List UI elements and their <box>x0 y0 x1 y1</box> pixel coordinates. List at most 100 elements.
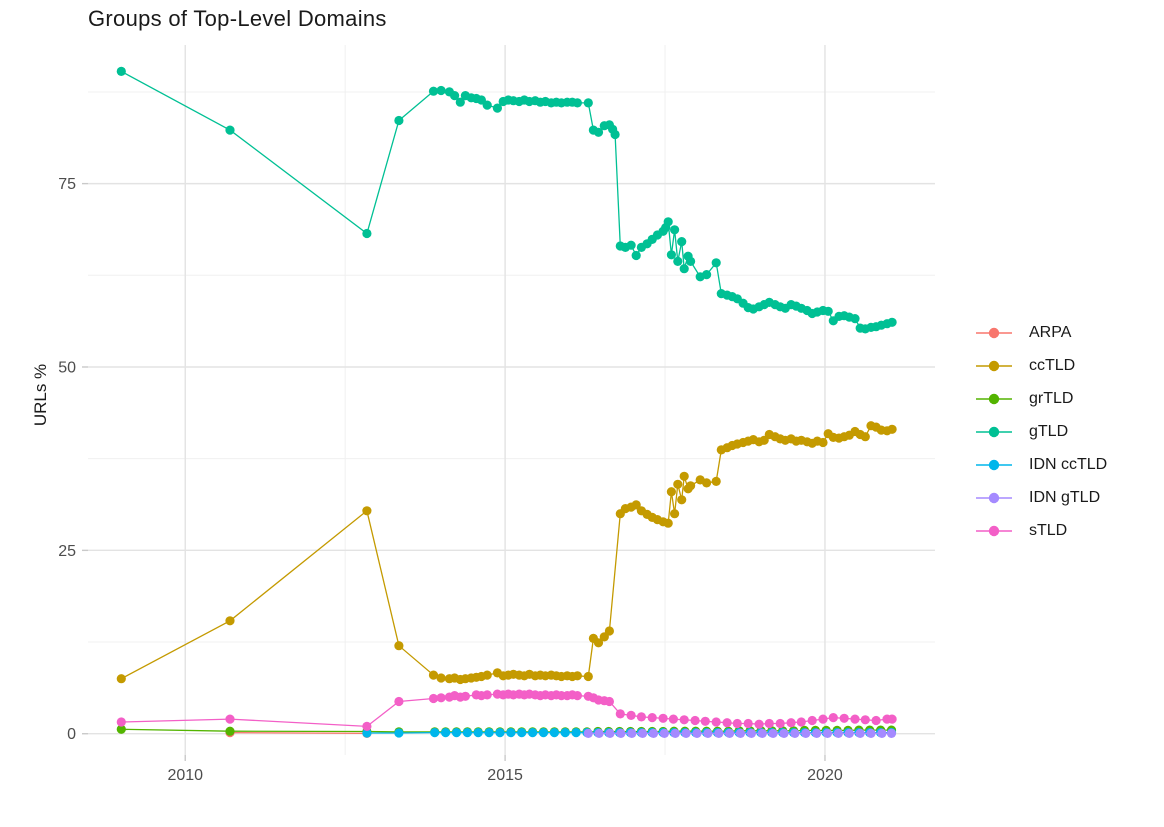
data-point-cctld <box>428 670 439 680</box>
data-point-idn-cctld <box>571 728 581 738</box>
data-point-gtld <box>887 317 897 327</box>
data-point-idn-gtld <box>714 728 724 739</box>
y-tick-label: 25 <box>58 543 76 560</box>
legend-label: ccTLD <box>1029 356 1076 374</box>
data-point-gtld <box>394 115 404 126</box>
data-point-gtld <box>492 103 502 113</box>
data-point-stld <box>743 718 753 729</box>
legend-key-icon <box>976 393 1012 404</box>
data-point-stld <box>764 718 774 729</box>
legend-key-dot <box>988 525 1000 536</box>
data-point-cctld <box>116 674 126 684</box>
legend-label: grTLD <box>1029 389 1074 407</box>
data-point-gtld <box>455 97 465 107</box>
x-tick-label: 2015 <box>487 767 523 784</box>
data-point-idn-cctld <box>394 728 404 738</box>
data-point-cctld <box>583 671 593 682</box>
data-point-gtld <box>482 100 492 110</box>
data-point-idn-cctld <box>528 728 538 738</box>
data-point-stld <box>860 715 870 725</box>
data-point-idn-gtld <box>616 728 626 739</box>
data-point-idn-cctld <box>362 728 372 738</box>
series-line-arpa <box>229 731 367 735</box>
data-point-gtld <box>670 225 680 235</box>
data-point-stld <box>636 712 647 722</box>
data-point-stld <box>225 714 235 724</box>
data-point-cctld <box>818 437 828 448</box>
data-point-grtld <box>116 724 126 734</box>
legend-item-stld: sTLD <box>975 514 1107 547</box>
legend-item-gtld: gTLD <box>975 415 1107 448</box>
data-point-cctld <box>482 670 492 680</box>
data-point-stld <box>615 709 625 719</box>
data-point-gtld <box>686 256 696 266</box>
data-point-idn-cctld <box>462 728 472 738</box>
data-point-stld <box>818 714 828 724</box>
data-point-stld <box>700 716 710 726</box>
data-point-stld <box>626 710 636 721</box>
data-point-stld <box>786 718 796 728</box>
data-point-cctld <box>860 432 870 442</box>
x-tick-label: 2010 <box>167 767 203 784</box>
data-point-idn-cctld <box>517 728 527 738</box>
data-point-stld <box>428 693 439 704</box>
data-point-idn-gtld <box>648 728 659 739</box>
data-point-idn-gtld <box>725 728 735 739</box>
data-point-gtld <box>631 250 641 261</box>
data-point-cctld <box>663 518 673 528</box>
data-point-cctld <box>362 506 372 516</box>
data-point-idn-gtld <box>855 728 865 739</box>
data-point-stld <box>436 693 446 703</box>
data-point-stld <box>754 719 764 729</box>
data-point-cctld <box>604 626 615 636</box>
data-point-idn-gtld <box>605 728 615 739</box>
data-point-cctld <box>679 471 689 481</box>
data-point-cctld <box>436 673 446 683</box>
data-point-idn-cctld <box>495 728 505 738</box>
data-point-stld <box>394 696 404 707</box>
data-point-idn-gtld <box>833 728 844 739</box>
data-point-idn-gtld <box>877 728 887 739</box>
data-point-grtld <box>225 726 235 736</box>
data-point-cctld <box>666 487 677 497</box>
data-point-idn-gtld <box>735 728 746 739</box>
data-point-idn-cctld <box>506 728 516 738</box>
legend-key-icon <box>976 525 1012 536</box>
data-point-cctld <box>394 641 404 651</box>
legend-key-icon <box>976 426 1012 437</box>
data-point-cctld <box>702 478 712 488</box>
data-point-cctld <box>673 479 683 489</box>
data-point-stld <box>362 721 372 732</box>
data-point-stld <box>796 717 806 727</box>
data-point-gtld <box>225 125 235 135</box>
data-point-idn-gtld <box>659 728 670 739</box>
data-point-stld <box>658 713 668 723</box>
legend-key-dot <box>988 360 1000 371</box>
data-point-gtld <box>711 258 721 268</box>
data-point-gtld <box>702 270 712 280</box>
data-point-idn-gtld <box>670 728 680 739</box>
data-point-stld <box>460 691 470 701</box>
legend-key-dot <box>988 426 1000 437</box>
y-tick-label: 0 <box>67 726 76 743</box>
legend-key-icon <box>976 360 1012 371</box>
data-point-idn-gtld <box>844 728 854 739</box>
data-point-idn-gtld <box>583 728 593 739</box>
data-point-cctld <box>677 495 687 505</box>
data-point-stld <box>850 714 860 724</box>
data-point-cctld <box>225 616 235 626</box>
chart-title: Groups of Top-Level Domains <box>88 6 387 31</box>
data-point-stld <box>807 715 817 726</box>
legend-key-icon <box>976 492 1012 503</box>
data-point-gtld <box>593 127 604 137</box>
legend: ARPA ccTLD grTLD gTLD IDN ccTLD IDN gTLD sTLD <box>975 316 1107 547</box>
legend-item-arpa: ARPA <box>975 316 1107 349</box>
data-point-cctld <box>572 671 583 681</box>
data-point-idn-gtld <box>886 728 897 739</box>
legend-key-icon <box>976 459 1012 470</box>
data-point-cctld <box>631 500 641 510</box>
legend-item-idn-gtld: IDN gTLD <box>975 481 1107 514</box>
data-point-stld <box>887 714 897 724</box>
data-point-stld <box>839 713 849 723</box>
data-point-idn-cctld <box>484 728 494 738</box>
